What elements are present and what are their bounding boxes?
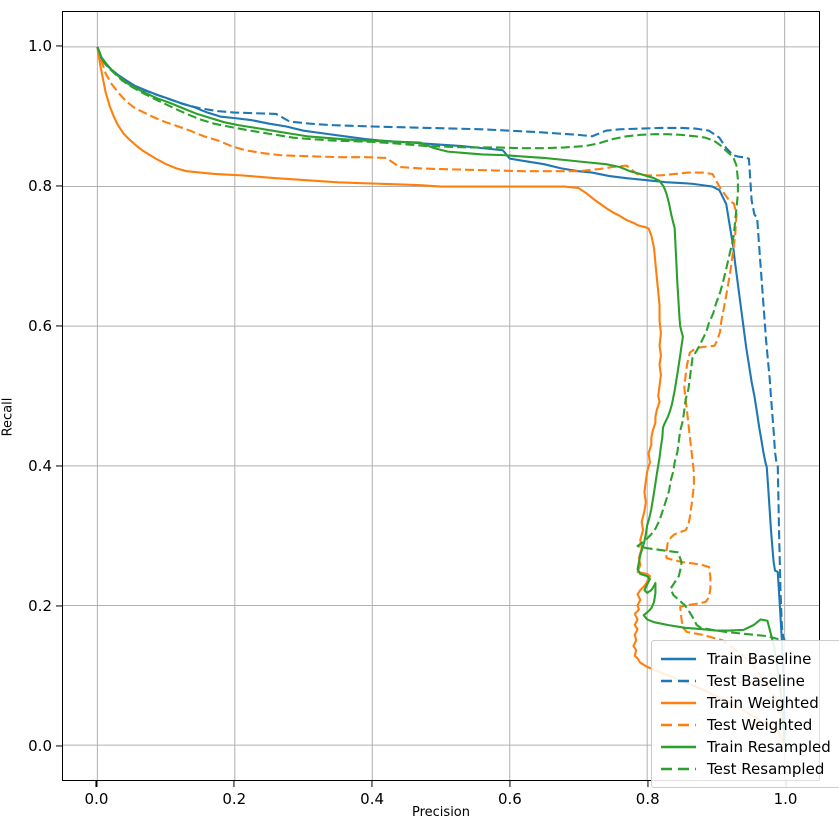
legend-line-icon — [660, 652, 697, 666]
x-tick-mark — [95, 781, 97, 787]
x-tick-label: 0.2 — [222, 790, 247, 808]
legend-label: Test Resampled — [707, 759, 825, 778]
legend-label: Train Resampled — [707, 737, 831, 756]
chart-legend: Train Baseline Test Baseline Train Weighte… — [651, 640, 839, 788]
x-tick-mark — [647, 781, 649, 787]
y-tick-label: 0.6 — [28, 317, 52, 335]
y-tick-label: 1.0 — [28, 37, 52, 55]
y-tick-label: 0.0 — [28, 737, 52, 755]
series-line — [96, 46, 786, 732]
legend-label: Test Baseline — [707, 671, 805, 690]
x-tick-label: 0.4 — [360, 790, 385, 808]
x-tick-mark — [233, 781, 235, 787]
y-tick-mark — [56, 185, 62, 187]
series-line — [96, 46, 786, 746]
series-line — [96, 46, 785, 642]
x-axis-label: Precision — [411, 805, 471, 820]
y-tick-label: 0.2 — [28, 597, 52, 615]
legend-line-icon — [660, 762, 697, 776]
legend-label: Test Weighted — [707, 715, 813, 734]
legend-item[interactable]: Train Weighted — [660, 692, 831, 714]
legend-item[interactable]: Test Resampled — [660, 758, 831, 780]
y-tick-label: 0.4 — [28, 457, 52, 475]
legend-item[interactable]: Train Resampled — [660, 736, 831, 758]
series-line — [96, 46, 786, 641]
legend-line-icon — [660, 674, 697, 688]
x-tick-label: 0.6 — [497, 790, 522, 808]
y-tick-mark — [56, 45, 62, 47]
series-line — [96, 46, 786, 746]
legend-item[interactable]: Test Weighted — [660, 714, 831, 736]
legend-item[interactable]: Train Baseline — [660, 648, 831, 670]
legend-line-icon — [660, 718, 697, 732]
x-tick-mark — [371, 781, 373, 787]
legend-label: Train Weighted — [707, 693, 819, 712]
x-tick-label: 0.8 — [635, 790, 660, 808]
x-tick-mark — [509, 781, 511, 787]
legend-line-icon — [660, 740, 697, 754]
x-tick-label: 0.0 — [84, 790, 109, 808]
legend-item[interactable]: Test Baseline — [660, 670, 831, 692]
y-tick-mark — [56, 465, 62, 467]
y-tick-mark — [56, 605, 62, 607]
y-tick-label: 0.8 — [28, 177, 52, 195]
series-line — [96, 46, 786, 746]
curve-lines — [96, 46, 786, 746]
legend-line-icon — [660, 696, 697, 710]
x-tick-label: 1.0 — [773, 790, 798, 808]
y-tick-mark — [56, 745, 62, 747]
legend-label: Train Baseline — [707, 649, 812, 668]
y-axis-label: Recall — [0, 397, 16, 436]
y-tick-mark — [56, 325, 62, 327]
